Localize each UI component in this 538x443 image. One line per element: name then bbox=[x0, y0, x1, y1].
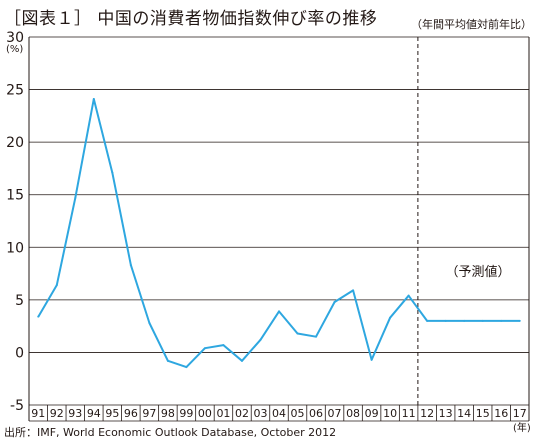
x-tick-label: 03 bbox=[253, 407, 267, 420]
y-tick-label: 5 bbox=[15, 293, 24, 309]
x-axis-unit: (年) bbox=[513, 421, 531, 434]
data-point bbox=[259, 338, 262, 341]
x-tick-label: 00 bbox=[198, 407, 212, 420]
x-tick-label: 94 bbox=[87, 407, 101, 420]
data-point bbox=[296, 332, 299, 335]
y-axis-unit: (%) bbox=[6, 44, 23, 55]
x-tick-label: 15 bbox=[476, 407, 490, 420]
x-tick-label: 08 bbox=[346, 407, 360, 420]
data-point bbox=[463, 319, 466, 322]
x-tick-label: 16 bbox=[494, 407, 508, 420]
data-point bbox=[407, 294, 410, 297]
data-point bbox=[92, 98, 95, 101]
x-tick-label: 01 bbox=[216, 407, 230, 420]
y-tick-label: 25 bbox=[6, 83, 24, 99]
x-tick-label: 91 bbox=[31, 407, 45, 420]
x-tick-label: 12 bbox=[420, 407, 434, 420]
x-tick-label: 95 bbox=[105, 407, 119, 420]
x-tick-label: 02 bbox=[235, 407, 249, 420]
forecast-annotation: （予測値） bbox=[445, 264, 510, 280]
data-point bbox=[352, 289, 355, 292]
x-tick-label: 11 bbox=[402, 407, 416, 420]
y-tick-label: 15 bbox=[6, 188, 24, 204]
data-point bbox=[278, 310, 280, 313]
data-point bbox=[55, 284, 58, 287]
x-tick-label: 93 bbox=[68, 407, 82, 420]
data-point bbox=[315, 335, 318, 338]
y-tick-label: 10 bbox=[6, 240, 24, 256]
x-tick-label: 96 bbox=[124, 407, 138, 420]
y-tick-label: 0 bbox=[15, 345, 24, 361]
data-point bbox=[500, 319, 503, 322]
x-tick-label: 17 bbox=[513, 407, 527, 420]
chart-title: ［図表１］ 中国の消費者物価指数伸び率の推移 bbox=[4, 9, 378, 29]
data-point bbox=[185, 366, 188, 369]
cpi-series-line bbox=[37, 98, 520, 369]
x-tick-label: 05 bbox=[291, 407, 305, 420]
x-tick-label: 04 bbox=[272, 407, 286, 420]
x-tick-label: 07 bbox=[328, 407, 342, 420]
data-point bbox=[240, 359, 243, 362]
data-point bbox=[444, 319, 447, 322]
x-tick-label: 92 bbox=[50, 407, 64, 420]
data-point bbox=[166, 359, 169, 362]
data-point bbox=[518, 319, 521, 322]
y-tick-label: -5 bbox=[10, 398, 24, 414]
x-tick-label: 13 bbox=[439, 407, 453, 420]
x-tick-label: 09 bbox=[365, 407, 379, 420]
data-point bbox=[111, 171, 114, 174]
data-point bbox=[426, 319, 429, 322]
data-point bbox=[37, 315, 40, 318]
y-tick-label: 30 bbox=[6, 30, 24, 46]
x-tick-label: 99 bbox=[179, 407, 193, 420]
data-point bbox=[148, 321, 151, 324]
data-point bbox=[481, 319, 484, 322]
y-tick-label: 20 bbox=[6, 135, 24, 151]
data-point bbox=[129, 264, 132, 267]
x-tick-label: 10 bbox=[383, 407, 397, 420]
data-point bbox=[389, 316, 392, 319]
x-tick-label: 97 bbox=[142, 407, 156, 420]
x-tick-label: 98 bbox=[161, 407, 175, 420]
x-tick-label: 14 bbox=[457, 407, 471, 420]
unit-note: （年間平均値対前年比） bbox=[411, 18, 532, 31]
data-point bbox=[370, 358, 373, 361]
source-note: 出所：IMF, World Economic Outlook Database,… bbox=[4, 426, 337, 439]
data-point bbox=[74, 196, 77, 199]
x-tick-label: 06 bbox=[309, 407, 323, 420]
data-point bbox=[203, 347, 206, 350]
data-point bbox=[222, 344, 225, 347]
data-point bbox=[333, 300, 336, 303]
